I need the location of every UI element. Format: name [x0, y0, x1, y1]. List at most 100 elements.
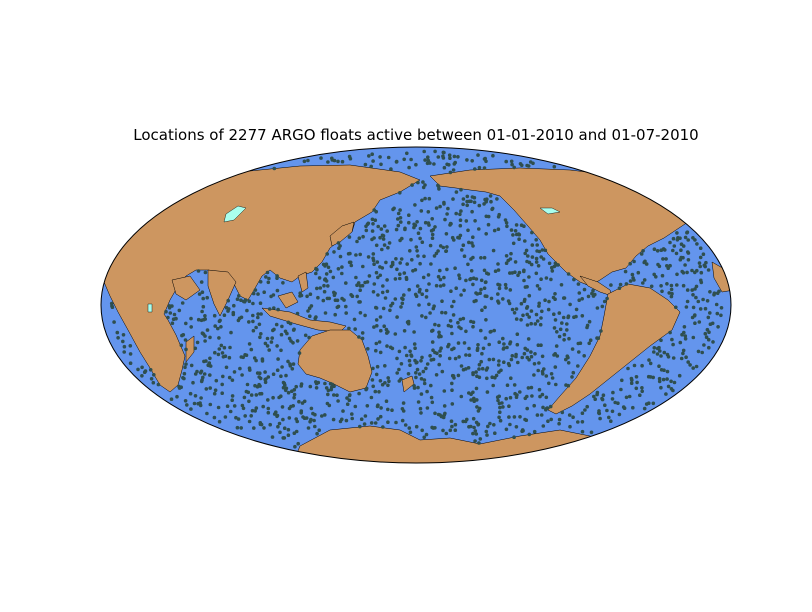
float-point [422, 381, 427, 386]
float-point [678, 340, 683, 345]
float-point [266, 398, 270, 402]
float-point [679, 248, 683, 252]
float-point [477, 203, 482, 208]
float-point [450, 347, 454, 352]
float-point [669, 294, 674, 299]
float-point [266, 375, 271, 379]
float-point [394, 420, 398, 425]
float-point [550, 265, 554, 270]
float-point [266, 406, 271, 411]
float-point [522, 269, 526, 274]
float-point [358, 252, 363, 257]
float-point [240, 373, 244, 377]
float-point [330, 156, 334, 161]
caspian-lake [223, 205, 247, 223]
float-point [504, 286, 508, 290]
float-point [564, 357, 568, 362]
float-point [480, 351, 484, 356]
float-point [441, 154, 445, 158]
float-point [430, 400, 435, 405]
float-point [242, 299, 247, 304]
float-point [668, 330, 672, 335]
float-point [491, 248, 496, 253]
float-point [257, 375, 262, 379]
float-point [527, 293, 532, 298]
float-point [560, 410, 565, 415]
float-point [462, 341, 467, 345]
float-point [538, 394, 542, 399]
float-point [430, 236, 435, 240]
float-point [370, 237, 374, 242]
float-point [227, 355, 232, 360]
float-point [485, 271, 489, 276]
float-point [316, 295, 320, 300]
float-point [407, 213, 411, 217]
float-point [547, 381, 551, 386]
float-point [559, 283, 564, 287]
float-point [629, 381, 634, 386]
float-point [496, 268, 501, 272]
float-point [474, 277, 479, 281]
float-point [437, 333, 442, 338]
float-point [694, 364, 699, 369]
float-point [464, 219, 469, 223]
float-point [192, 401, 197, 406]
float-point [458, 212, 462, 217]
float-point [509, 159, 514, 164]
float-point [481, 346, 486, 351]
float-point [458, 317, 463, 322]
float-point [371, 384, 376, 389]
float-point [497, 370, 501, 374]
float-point [524, 418, 529, 423]
float-point [487, 357, 492, 362]
float-point [525, 163, 529, 168]
float-point [585, 323, 590, 328]
float-point [398, 276, 402, 281]
float-point [405, 151, 409, 156]
float-point [659, 368, 664, 372]
float-point [538, 322, 543, 327]
float-point [442, 165, 447, 170]
float-point [259, 391, 264, 396]
float-point [326, 392, 330, 397]
float-point [456, 373, 461, 378]
float-point [245, 308, 249, 313]
float-point [665, 377, 669, 381]
float-point [472, 299, 477, 304]
float-point [536, 264, 541, 268]
float-point [549, 372, 554, 376]
float-point [374, 270, 379, 275]
float-point [164, 309, 168, 314]
float-point [716, 325, 720, 329]
float-point [666, 355, 671, 359]
float-point [379, 328, 383, 333]
float-point [445, 267, 449, 272]
float-point [659, 354, 663, 358]
float-point [659, 385, 663, 390]
float-point [201, 296, 205, 301]
float-point [651, 401, 656, 406]
float-point [189, 316, 193, 321]
float-point [558, 327, 563, 332]
float-point [247, 419, 252, 424]
float-point [263, 380, 268, 385]
float-point [428, 311, 432, 315]
float-point [497, 415, 501, 420]
float-point [314, 315, 318, 319]
australia [297, 329, 373, 393]
float-point [335, 298, 340, 303]
float-point [509, 228, 514, 232]
float-point [398, 272, 402, 277]
float-point [490, 207, 494, 212]
float-point [333, 291, 337, 296]
float-point [399, 362, 404, 366]
float-point [529, 385, 534, 390]
float-point [473, 439, 477, 443]
float-point [708, 322, 713, 327]
float-point [541, 405, 545, 410]
float-point [424, 295, 429, 299]
float-point [537, 361, 541, 365]
float-point [380, 290, 385, 295]
float-point [466, 262, 470, 267]
madagascar [185, 335, 195, 363]
